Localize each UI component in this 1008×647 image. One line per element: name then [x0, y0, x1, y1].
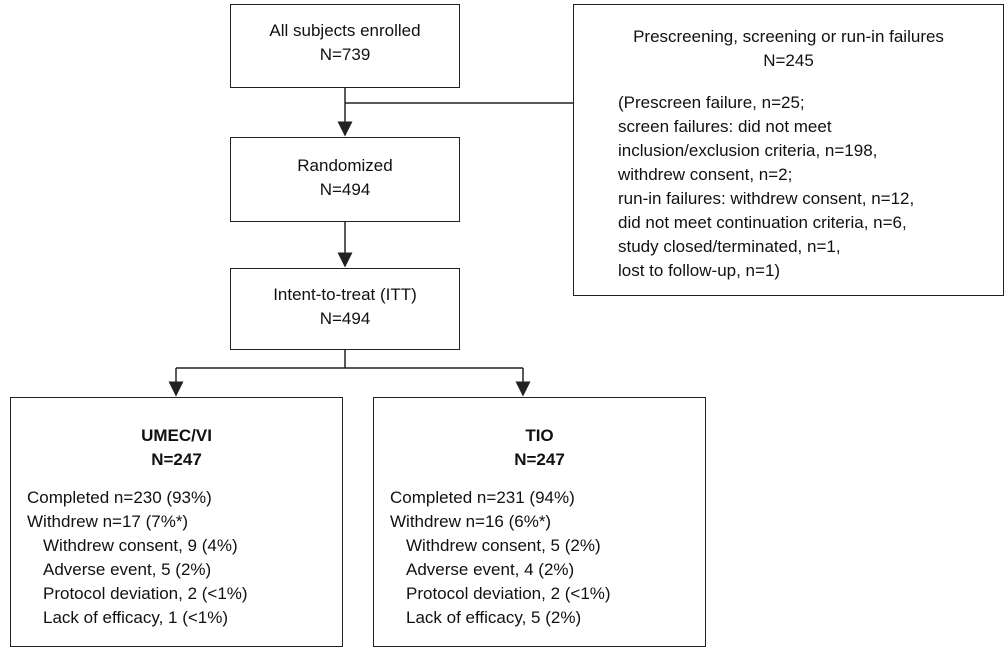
detail-line: inclusion/exclusion criteria, n=198,: [618, 141, 878, 160]
reason: Withdrew consent, 9 (4%): [43, 536, 238, 555]
arm-box: UMEC/VI N=247 Completed n=230 (93%) Withdre…: [10, 397, 343, 647]
reason: Adverse event, 4 (2%): [406, 560, 575, 579]
detail-line: did not meet continuation criteria, n=6,: [618, 213, 907, 232]
reason: Lack of efficacy, 5 (2%): [406, 608, 582, 627]
randomized-box: Randomized N=494: [230, 137, 460, 222]
reason: Adverse event, 5 (2%): [43, 560, 212, 579]
arm-name: TIO: [525, 426, 554, 445]
detail-line: withdrew consent, n=2;: [618, 165, 793, 184]
reason: Withdrew consent, 5 (2%): [406, 536, 601, 555]
detail-line: screen failures: did not meet: [618, 117, 832, 136]
count: N=245: [763, 51, 814, 70]
label: Intent-to-treat (ITT): [273, 285, 417, 304]
label: All subjects enrolled: [269, 21, 421, 40]
arm-box: TIO N=247 Completed n=231 (94%) Withdrew n=…: [373, 397, 706, 647]
reason: Protocol deviation, 2 (<1%): [43, 584, 248, 603]
count: N=739: [319, 45, 371, 64]
itt-box: Intent-to-treat (ITT) N=494: [230, 268, 460, 350]
arm-count: N=247: [151, 450, 202, 469]
arm-count: N=247: [514, 450, 565, 469]
count: N=494: [319, 180, 371, 199]
detail-line: run-in failures: withdrew consent, n=12,: [618, 189, 915, 208]
reason: Lack of efficacy, 1 (<1%): [43, 608, 229, 627]
detail-line: study closed/terminated, n=1,: [618, 237, 841, 256]
detail-line: (Prescreen failure, n=25;: [618, 93, 805, 112]
completed: Completed n=231 (94%): [390, 488, 575, 507]
count: N=494: [319, 309, 371, 328]
label: Randomized: [297, 156, 393, 175]
withdrew: Withdrew n=16 (6%*): [390, 512, 552, 531]
withdrew: Withdrew n=17 (7%*): [27, 512, 189, 531]
arm-name: UMEC/VI: [141, 426, 212, 445]
reason: Protocol deviation, 2 (<1%): [406, 584, 611, 603]
completed: Completed n=230 (93%): [27, 488, 212, 507]
exclusion-box: Prescreening, screening or run-in failur…: [573, 4, 1004, 296]
enrollment-box: All subjects enrolled N=739: [230, 4, 460, 88]
title: Prescreening, screening or run-in failur…: [633, 27, 944, 46]
details: (Prescreen failure, n=25; screen failures…: [574, 73, 1003, 283]
detail-line: lost to follow-up, n=1): [618, 261, 781, 280]
